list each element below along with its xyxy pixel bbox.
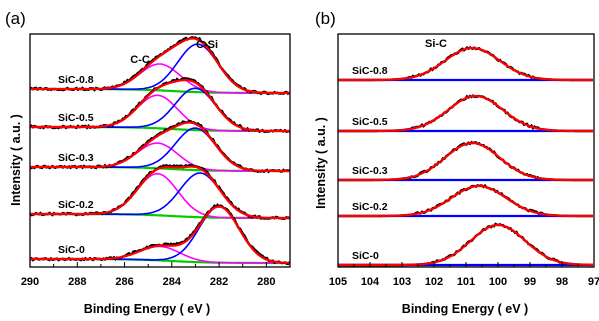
b-sample-label-sic-0-2: SiC-0.2	[352, 201, 388, 213]
b-tick-label-99: 99	[524, 276, 536, 288]
panel-b-x-axis-title: Binding Energy ( eV )	[402, 302, 528, 316]
b-fit-envelope-sic-0-8	[338, 46, 593, 82]
a-tick-label-280: 280	[257, 276, 275, 288]
b-tick-label-98: 98	[556, 276, 568, 288]
panel-a-curves	[29, 35, 291, 266]
a-fit-envelope-sic-0-3	[30, 121, 290, 173]
panel-a-annotation-c-c: C-C	[130, 54, 150, 66]
b-tick-label-104: 104	[361, 276, 380, 288]
b-sample-label-sic-0-3: SiC-0.3	[352, 165, 388, 177]
a-sample-label-sic-0-2: SiC-0.2	[58, 199, 94, 211]
b-tick-label-101: 101	[457, 276, 475, 288]
panel-b-label: (b)	[315, 9, 336, 28]
a-c-si-component-sic-0-5	[30, 87, 290, 132]
panel-b-curves	[338, 46, 593, 267]
panel-a-y-axis-title: Intensity ( a.u. )	[9, 114, 23, 206]
panel-b-si2p-spectra: (b) Intensity ( a.u. ) Binding Energy ( …	[314, 9, 599, 316]
a-fit-envelope-sic-0	[30, 205, 290, 264]
a-tick-label-282: 282	[210, 276, 228, 288]
b-sample-label-sic-0: SiC-0	[352, 250, 379, 262]
a-c-si-component-sic-0-2	[30, 172, 290, 219]
a-tick-label-286: 286	[115, 276, 133, 288]
a-sample-label-sic-0-8: SiC-0.8	[58, 74, 94, 86]
b-fit-envelope-sic-0-2	[338, 184, 593, 218]
b-fit-envelope-sic-0-5	[338, 94, 593, 133]
panel-b-x-ticks: 105 104 103 102 101 100 99 98 97	[329, 262, 599, 288]
b-tick-label-100: 100	[489, 276, 507, 288]
b-fit-envelope-sic-0	[338, 223, 593, 267]
panel-b-annotation-si-c: Si-C	[425, 38, 447, 50]
a-sample-label-sic-0: SiC-0	[58, 244, 85, 256]
panel-a-c1s-spectra: (a) Intensity ( a.u. ) Binding Energy ( …	[5, 9, 291, 316]
panel-a-x-axis-title: Binding Energy ( eV )	[84, 302, 210, 316]
a-fit-envelope-sic-0-5	[30, 78, 290, 133]
b-sample-label-sic-0-5: SiC-0.5	[352, 116, 388, 128]
panel-b-y-axis-title: Intensity ( a.u. )	[314, 117, 328, 209]
b-tick-label-102: 102	[425, 276, 443, 288]
a-c-c-component-sic-0-2	[30, 172, 290, 219]
a-tick-label-288: 288	[68, 276, 86, 288]
a-tick-label-284: 284	[163, 276, 182, 288]
panel-b-sample-labels: SiC-0.8 SiC-0.5 SiC-0.3 SiC-0.2 SiC-0	[352, 65, 388, 262]
panel-a-x-ticks: 290 288 286 284 282 280	[21, 262, 276, 288]
panel-a-frame	[29, 33, 291, 268]
b-sample-label-sic-0-8: SiC-0.8	[352, 65, 388, 77]
panel-a-annotation-c-si: C-Si	[196, 39, 218, 51]
b-fit-envelope-sic-0-3	[338, 141, 593, 182]
panel-a-label: (a)	[5, 9, 26, 28]
a-tick-label-290: 290	[21, 276, 39, 288]
a-sample-label-sic-0-5: SiC-0.5	[58, 112, 94, 124]
a-fit-envelope-sic-0-8	[30, 37, 290, 95]
b-tick-label-97: 97	[588, 276, 599, 288]
panel-a-sample-labels: SiC-0.8 SiC-0.5 SiC-0.3 SiC-0.2 SiC-0	[58, 74, 94, 256]
a-fit-envelope-sic-0-2	[30, 165, 290, 220]
panel-b-frame	[337, 33, 595, 268]
b-tick-label-105: 105	[329, 276, 347, 288]
b-tick-label-103: 103	[393, 276, 411, 288]
a-sample-label-sic-0-3: SiC-0.3	[58, 152, 94, 164]
